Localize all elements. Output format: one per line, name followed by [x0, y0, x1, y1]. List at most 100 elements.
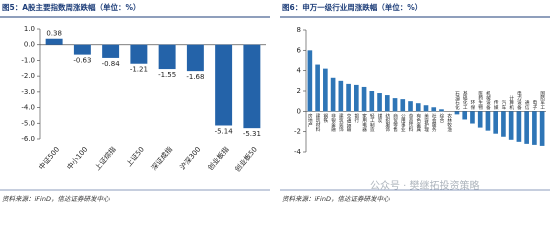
x-tick-label: 建筑装饰 — [338, 112, 343, 133]
x-tick-label: 中小100 — [65, 145, 89, 172]
bar — [315, 64, 320, 112]
bar — [369, 91, 375, 112]
bar — [439, 109, 444, 112]
x-tick-label: 综合 — [439, 112, 444, 124]
x-tick-label: 机械设备 — [485, 90, 490, 111]
x-tick-label: 汽车 — [501, 99, 506, 111]
bar — [102, 44, 120, 58]
bar — [392, 98, 398, 112]
x-tick-label: 商贸零售 — [393, 112, 398, 133]
x-tick-label: 建筑材料 — [315, 112, 320, 133]
data-label: -1.55 — [158, 71, 176, 79]
bar — [508, 111, 514, 140]
y-tick-label: 0 — [297, 107, 301, 115]
data-label: -5.31 — [243, 130, 261, 138]
y-tick-label: -6.0 — [21, 135, 35, 143]
x-tick-label: 钢铁 — [323, 112, 328, 124]
y-tick-label: 4 — [297, 67, 302, 75]
data-label: -0.84 — [102, 60, 121, 68]
bar — [431, 107, 437, 112]
data-label: -0.63 — [73, 57, 91, 65]
x-tick-label: 交通运输 — [346, 112, 351, 133]
x-tick-label: 创业板50 — [233, 145, 259, 174]
bar — [423, 105, 429, 112]
bar — [539, 111, 545, 146]
y-tick-label: 8 — [297, 26, 301, 34]
chart-title: 图6：申万一级行业周涨跌幅（单位：%） — [282, 2, 422, 12]
y-tick-label: -3.0 — [21, 88, 35, 96]
y-tick-label: -5.0 — [21, 119, 35, 127]
x-tick-label: 石油石化 — [454, 91, 459, 111]
bar — [186, 44, 204, 72]
bar — [415, 103, 421, 112]
x-tick-label: 中证500 — [37, 145, 61, 172]
x-tick-label: 沪深300 — [178, 145, 202, 172]
source: 资料来源：iFinD，信达证券研发中心 — [282, 195, 390, 203]
bar — [532, 111, 537, 145]
watermark: 公众号 · 樊继拓投资策略 — [370, 179, 480, 192]
y-tick-label: 1.0 — [24, 25, 35, 33]
x-tick-label: 上证综指 — [93, 145, 118, 172]
bar — [330, 77, 336, 112]
y-tick-label: -4 — [294, 148, 302, 156]
page: 公众号 · 樊继拓投资策略 图5：A股主要指数周涨跌幅（单位：%） 资料来源：iF… — [0, 2, 550, 203]
bar — [501, 111, 506, 137]
bar — [361, 86, 367, 112]
x-tick-label: 国防军工 — [540, 91, 545, 110]
bar — [462, 111, 468, 120]
x-tick-label: 食品饮料 — [408, 112, 413, 133]
x-tick-label: 传媒 — [493, 99, 498, 111]
bar — [524, 111, 529, 144]
data-label: -5.14 — [215, 127, 234, 135]
bar — [485, 111, 491, 131]
data-label: -1.68 — [186, 73, 204, 81]
y-tick-label: -2 — [294, 128, 301, 136]
bar — [408, 101, 413, 112]
bar — [470, 111, 475, 124]
bar — [477, 111, 483, 128]
bar — [130, 44, 148, 64]
x-tick-label: 煤炭 — [377, 112, 382, 124]
bar — [493, 111, 498, 134]
x-tick-label: 医药生物 — [478, 91, 483, 111]
x-tick-label: 轻工制造 — [369, 112, 374, 133]
bar — [243, 44, 261, 129]
y-tick-label: -1.0 — [21, 56, 35, 64]
x-tick-label: 电力设备 — [516, 90, 521, 111]
bar — [307, 50, 313, 112]
bar — [354, 84, 359, 112]
x-tick-label: 通信 — [524, 99, 529, 111]
y-tick-label: 2 — [297, 87, 301, 95]
bar — [400, 99, 406, 112]
x-tick-label: 基础化工 — [462, 90, 467, 110]
y-tick-label: -4.0 — [21, 104, 35, 112]
x-tick-label: 上证50 — [124, 145, 146, 168]
source: 资料来源：iFinD，信达证券研发中心 — [2, 195, 110, 203]
bar — [45, 38, 63, 45]
x-tick-label: 有色金属 — [416, 112, 421, 133]
x-tick-label: 家用电器 — [362, 112, 367, 133]
x-tick-label: 公用事业 — [400, 113, 405, 132]
x-tick-label: 深证成指 — [149, 145, 174, 172]
bar — [346, 83, 351, 112]
bar — [158, 44, 176, 70]
bar — [516, 111, 522, 142]
x-tick-label: 创业板指 — [206, 145, 231, 172]
y-tick-label: -2.0 — [21, 72, 35, 80]
bar — [384, 95, 390, 112]
x-tick-label: 纺织服饰 — [385, 112, 390, 133]
x-tick-label: 非银金融 — [331, 112, 336, 133]
x-tick-label: 农林牧渔 — [447, 112, 452, 133]
bar — [73, 44, 91, 55]
bar — [215, 44, 233, 126]
x-tick-label: 美容护理 — [424, 112, 429, 132]
x-tick-label: 电子 — [532, 99, 537, 110]
data-label: 0.38 — [46, 30, 62, 38]
y-tick-label: 0.0 — [24, 41, 35, 49]
y-tick-label: 6 — [297, 46, 302, 54]
x-tick-label: 计算机 — [509, 95, 514, 111]
chart-title: 图5：A股主要指数周涨跌幅（单位：%） — [2, 2, 141, 12]
x-tick-label: 银行 — [354, 112, 359, 124]
bar — [338, 80, 344, 112]
bar — [454, 111, 460, 115]
